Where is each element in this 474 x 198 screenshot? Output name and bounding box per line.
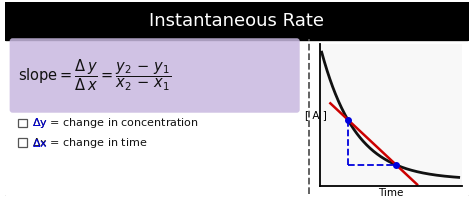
Y-axis label: [ A ]: [ A ] — [305, 110, 327, 120]
Text: $\Delta$y: $\Delta$y — [32, 116, 48, 130]
Text: $\Delta$x: $\Delta$x — [32, 137, 48, 149]
FancyBboxPatch shape — [3, 0, 471, 41]
Text: $\Delta$y = change in concentration: $\Delta$y = change in concentration — [32, 116, 199, 130]
Bar — [18, 119, 27, 128]
FancyBboxPatch shape — [3, 0, 471, 198]
FancyBboxPatch shape — [9, 38, 300, 113]
Bar — [18, 138, 27, 147]
Bar — [7, 20, 467, 37]
Text: $\Delta$x = change in time: $\Delta$x = change in time — [32, 136, 147, 150]
Text: Instantaneous Rate: Instantaneous Rate — [149, 12, 325, 30]
Text: $\mathrm{slope} = \dfrac{\Delta\,y}{\Delta\,x} = \dfrac{y_2\,-\,y_1}{x_2\,-\,x_1: $\mathrm{slope} = \dfrac{\Delta\,y}{\Del… — [18, 58, 172, 93]
X-axis label: Time: Time — [378, 188, 404, 198]
